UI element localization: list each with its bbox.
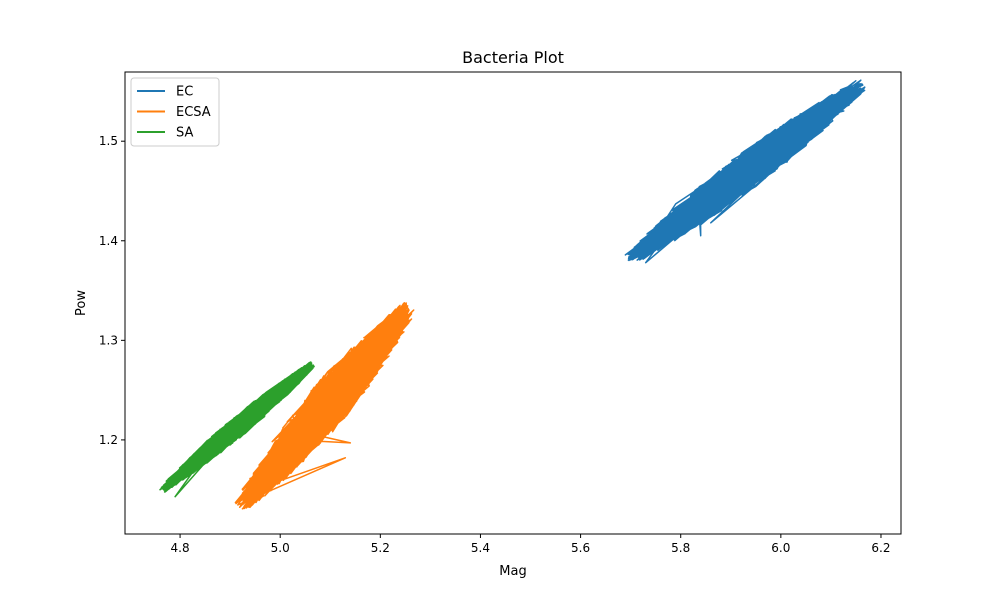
legend-box [130,77,220,147]
x-tick-label: 6.0 [771,541,790,555]
x-tick-label: 4.8 [171,541,190,555]
x-tick-label: 5.0 [271,541,290,555]
legend: EC ECSA SA [130,77,220,147]
x-tick-label: 6.2 [871,541,890,555]
y-tick-label: 1.2 [99,433,118,447]
x-tick-label: 5.8 [671,541,690,555]
series-line-sa [159,361,315,498]
x-axis-label: Mag [499,564,526,579]
legend-label: SA [176,126,193,141]
legend-label: ECSA [176,105,211,120]
y-tick-label: 1.4 [99,234,118,248]
series-layer [159,79,866,510]
x-tick-label: 5.2 [371,541,390,555]
y-axis-label: Pow [74,290,89,316]
y-axis-ticks: 1.2 1.3 1.4 1.5 [99,134,125,447]
legend-label: EC [176,85,193,100]
x-tick-label: 5.6 [571,541,590,555]
series-line-ecsa [234,302,415,510]
y-tick-label: 1.5 [99,134,118,148]
x-axis-ticks: 4.8 5.0 5.2 5.4 5.6 5.8 6.0 6.2 [171,534,891,555]
series-line-ec [624,79,866,264]
y-tick-label: 1.3 [99,333,118,347]
x-tick-label: 5.4 [471,541,490,555]
chart-title: Bacteria Plot [462,48,564,67]
plot-frame [124,71,902,535]
